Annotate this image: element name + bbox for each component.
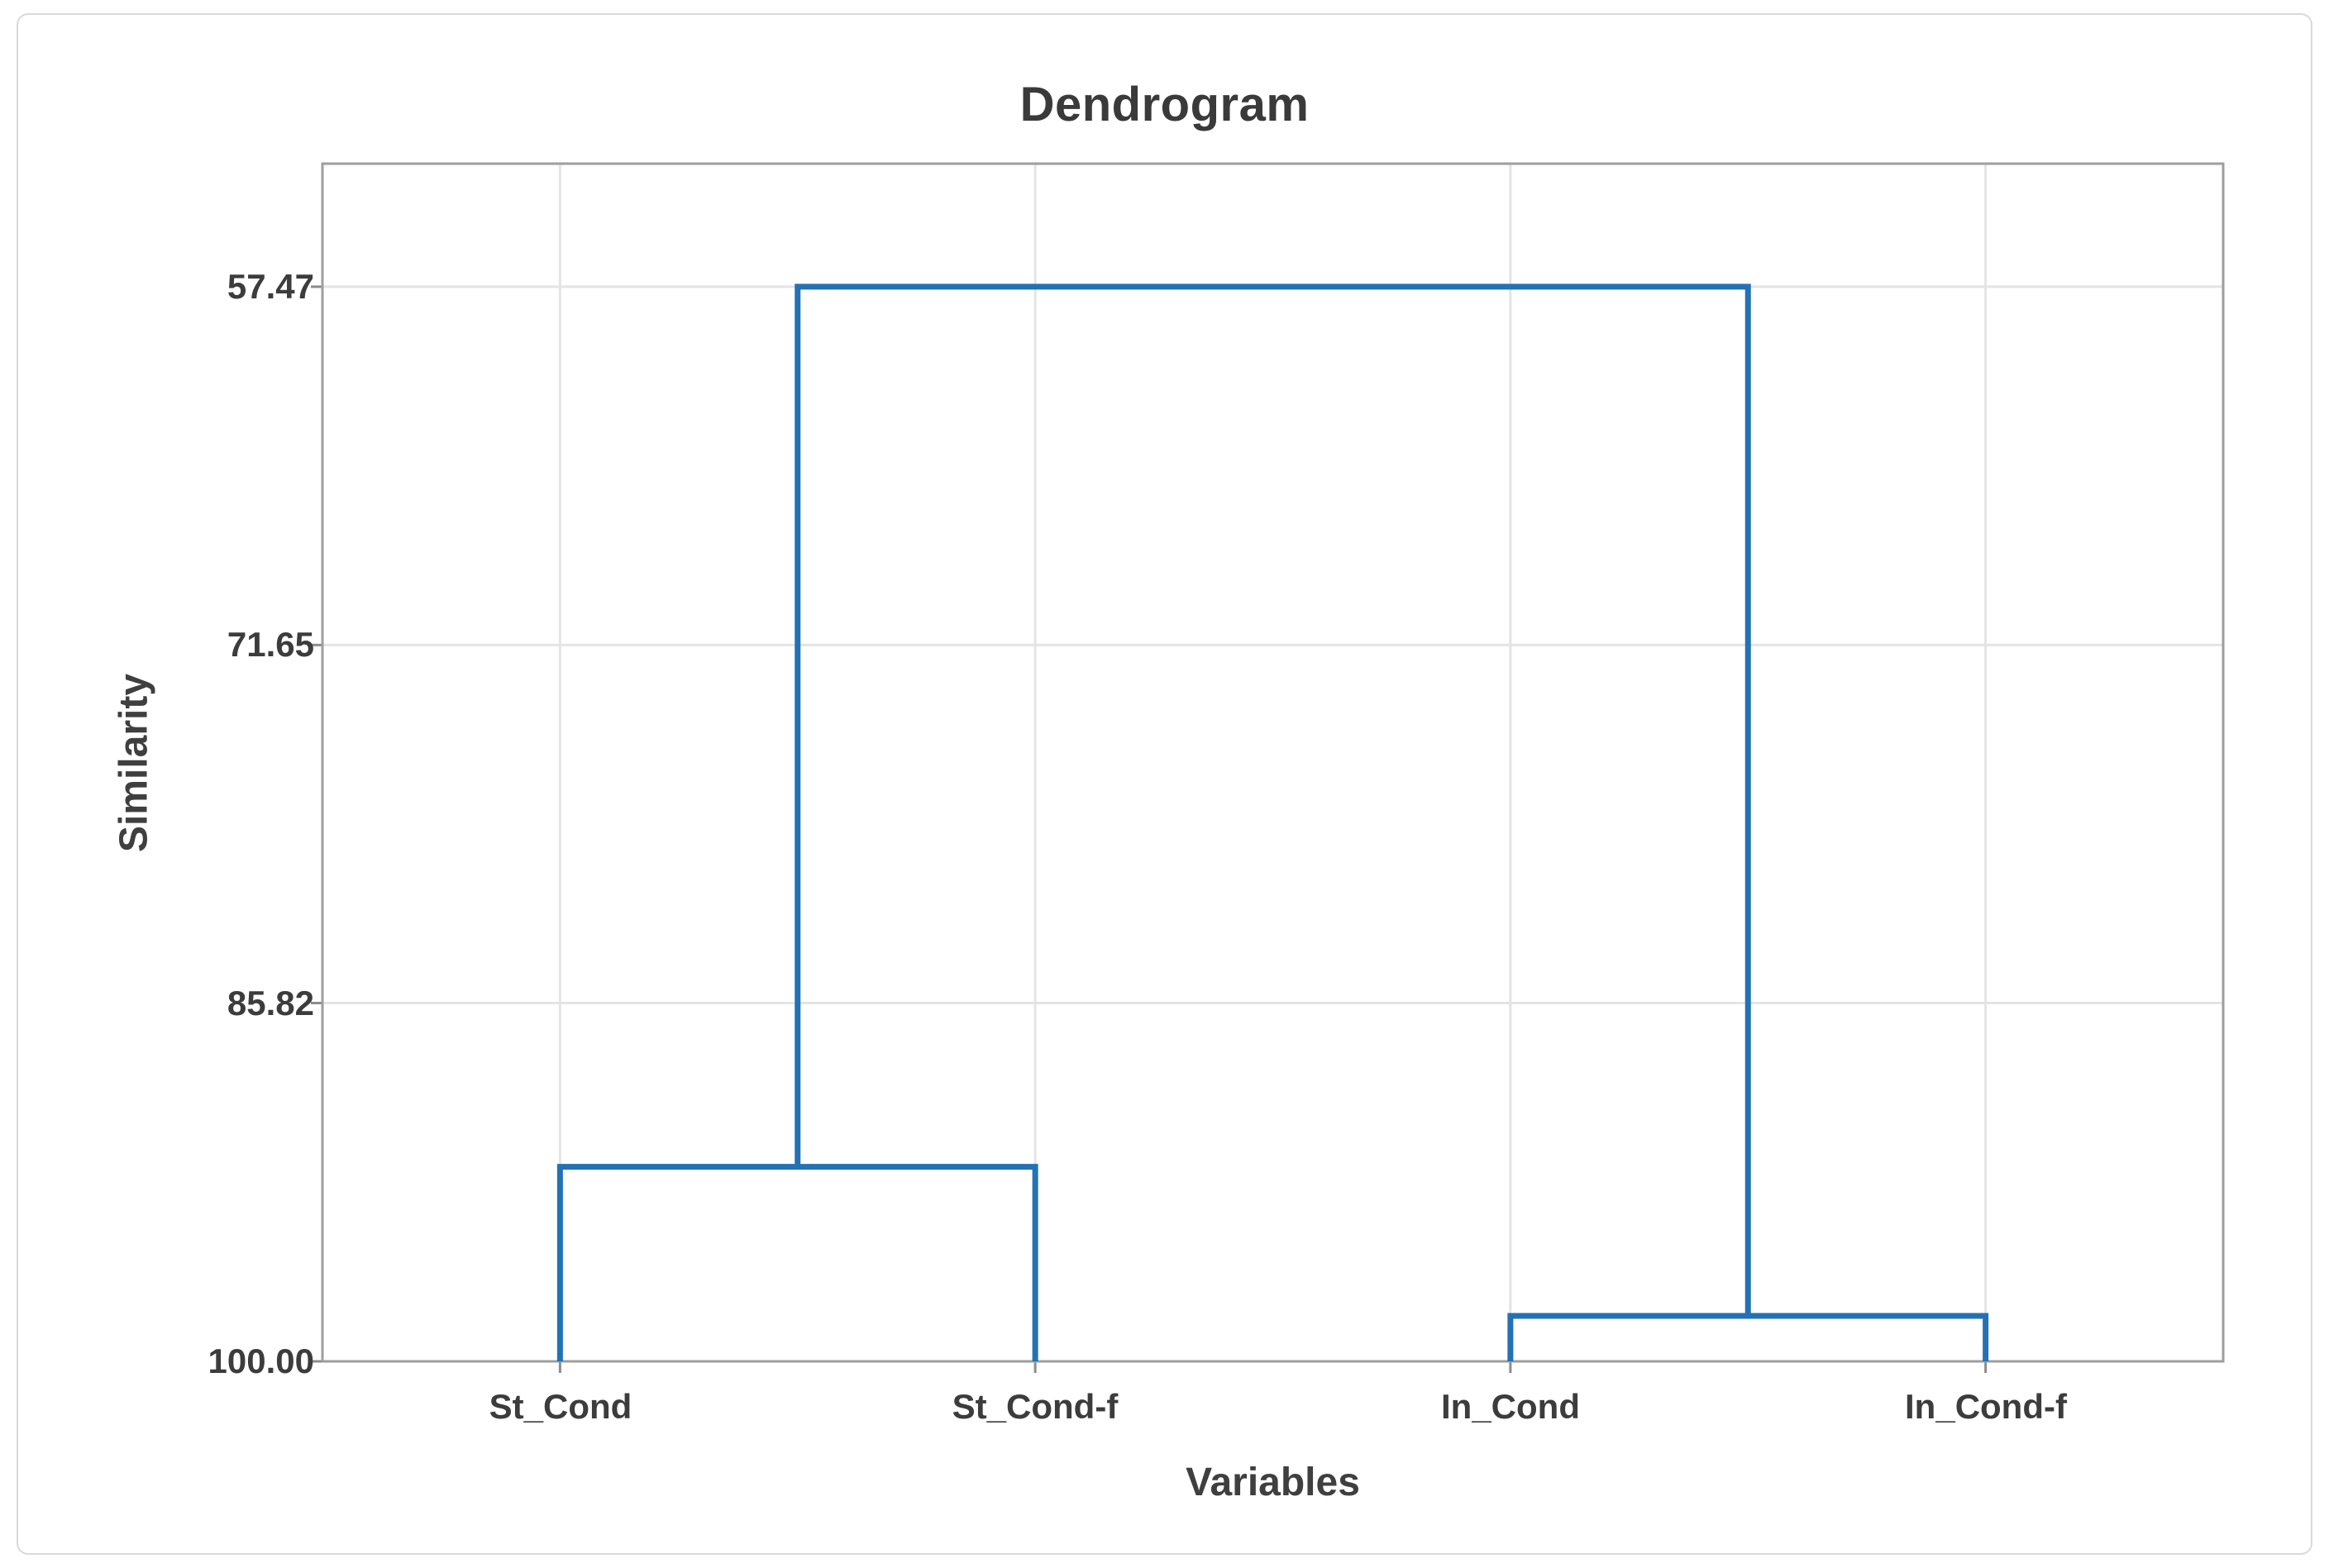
- y-axis-label: Similarity: [112, 673, 156, 853]
- axis-tick-marks: [311, 285, 1988, 1373]
- x-axis-label: Variables: [1186, 1461, 1360, 1504]
- y-tick-label: 85.82: [227, 984, 314, 1022]
- dendrogram-tree: [556, 284, 1989, 1361]
- cluster-link: [556, 1164, 1038, 1361]
- y-tick-label: 100.00: [208, 1342, 314, 1380]
- dendrogram-plot: [311, 162, 2225, 1373]
- cluster-link: [795, 284, 1751, 1316]
- chart-title: Dendrogram: [1019, 78, 1310, 131]
- x-category-label: In_Cond: [1441, 1387, 1580, 1426]
- gridlines: [322, 164, 2223, 1363]
- x-category-label: St_Cond: [489, 1387, 632, 1426]
- x-category-label: St_Cond-f: [952, 1387, 1119, 1426]
- cluster-link: [1507, 1313, 1989, 1361]
- y-tick-label: 57.47: [227, 267, 314, 306]
- plot-border: [321, 162, 2225, 1363]
- figure-frame: Dendrogram Similarity 57.47 71.65 85.82 …: [17, 13, 2312, 1555]
- y-tick-label: 71.65: [227, 625, 314, 664]
- x-category-label: In_Cond-f: [1905, 1387, 2067, 1426]
